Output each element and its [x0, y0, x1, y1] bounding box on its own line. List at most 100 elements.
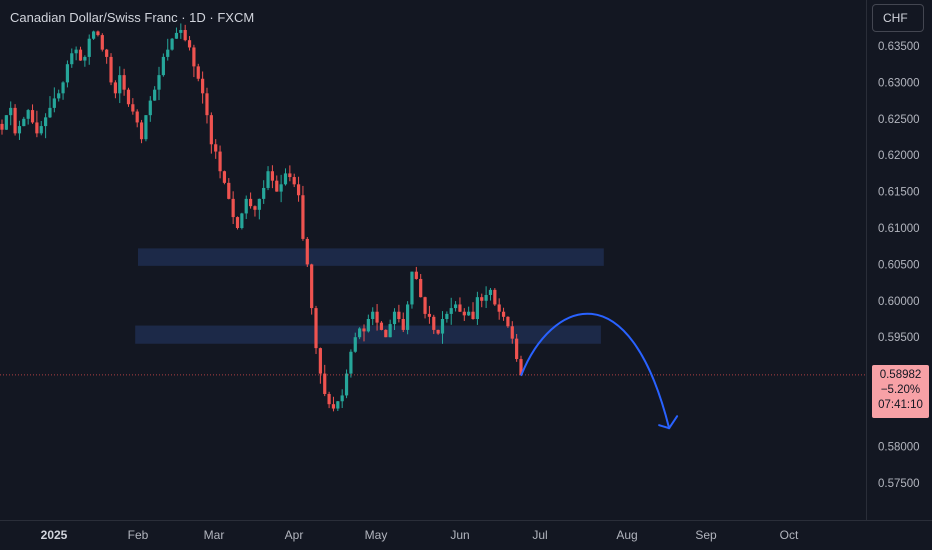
x-tick-label: Sep — [695, 528, 717, 542]
candle — [414, 266, 418, 280]
candle — [340, 389, 344, 409]
candle — [301, 185, 305, 241]
candle — [353, 332, 357, 353]
x-tick-label: Feb — [128, 528, 149, 542]
candle — [423, 296, 427, 319]
candle — [480, 293, 484, 308]
y-tick-label: 0.57500 — [878, 478, 920, 490]
zone-rect-1[interactable] — [138, 248, 604, 266]
candle — [4, 115, 8, 130]
x-tick-label: 2025 — [41, 528, 68, 542]
x-tick-label: Jul — [532, 528, 547, 542]
candle — [35, 110, 39, 138]
y-tick-label: 0.58000 — [878, 441, 920, 453]
last-price-tag: 0.58982 −5.20% 07:41:10 — [872, 365, 929, 418]
candle — [248, 192, 253, 209]
candle — [358, 327, 362, 340]
candle — [288, 165, 292, 182]
candle — [270, 165, 275, 189]
candle — [39, 121, 43, 136]
candle — [227, 178, 231, 200]
candle — [161, 53, 165, 77]
candle — [305, 237, 309, 267]
zone-rect-2[interactable] — [135, 325, 601, 344]
candle — [440, 311, 445, 344]
candle — [406, 301, 410, 335]
candle — [401, 312, 405, 333]
candle — [78, 46, 83, 61]
candle — [144, 115, 148, 142]
candle — [174, 27, 179, 39]
candle — [445, 311, 449, 323]
x-tick-label: May — [365, 528, 388, 542]
candle — [135, 109, 139, 128]
y-tick-label: 0.60500 — [878, 259, 920, 271]
candle — [100, 33, 104, 52]
candle — [436, 329, 440, 335]
candle — [109, 53, 113, 86]
candle — [253, 205, 257, 217]
candle — [91, 30, 96, 40]
y-tick-label: 0.62500 — [878, 114, 920, 126]
candle — [183, 24, 187, 42]
candle — [57, 89, 61, 102]
candle — [87, 34, 91, 65]
candle — [235, 216, 240, 230]
candle — [17, 120, 22, 140]
candle — [218, 145, 222, 179]
candle — [310, 263, 314, 315]
candle — [484, 286, 488, 308]
candle — [475, 291, 479, 325]
candle — [44, 113, 48, 139]
candle — [467, 306, 471, 316]
candle — [131, 98, 135, 115]
candle — [336, 400, 340, 412]
candle — [187, 36, 192, 51]
x-tick-label: Oct — [780, 528, 799, 542]
candle — [344, 369, 349, 399]
candle — [61, 81, 65, 100]
candle — [257, 198, 261, 220]
y-tick-label: 0.59500 — [878, 332, 920, 344]
candle — [519, 355, 523, 376]
candle — [126, 87, 131, 107]
candle — [179, 23, 183, 39]
candle — [170, 37, 174, 51]
candle — [327, 391, 331, 409]
bar-countdown: 07:41:10 — [878, 399, 923, 411]
projection-arrow[interactable] — [520, 312, 671, 430]
candle — [314, 305, 318, 354]
candle — [113, 80, 117, 99]
candle — [275, 175, 279, 192]
candle — [331, 396, 336, 412]
y-tick-label: 0.60000 — [878, 296, 920, 308]
candle — [0, 119, 4, 135]
x-tick-label: Mar — [204, 528, 225, 542]
candle — [244, 195, 248, 220]
candle — [432, 314, 436, 335]
candle — [48, 96, 52, 118]
x-tick-label: Jun — [450, 528, 469, 542]
last-price-change: −5.20% — [880, 384, 921, 396]
candle — [214, 139, 218, 159]
candle — [148, 96, 152, 122]
candle — [371, 307, 375, 326]
candle — [375, 304, 379, 331]
candle — [118, 66, 122, 104]
candle — [30, 104, 35, 124]
candle — [70, 48, 74, 68]
candle — [471, 302, 475, 320]
candle — [65, 60, 70, 88]
candle — [222, 170, 227, 185]
last-price-value: 0.58982 — [879, 369, 922, 381]
candle — [283, 168, 288, 186]
candle — [449, 297, 453, 325]
candle — [453, 301, 458, 312]
candle — [323, 364, 327, 397]
candle — [201, 71, 205, 104]
candle — [397, 304, 401, 323]
currency-button[interactable]: CHF — [872, 4, 924, 32]
candle — [493, 288, 497, 306]
candle — [139, 119, 144, 144]
